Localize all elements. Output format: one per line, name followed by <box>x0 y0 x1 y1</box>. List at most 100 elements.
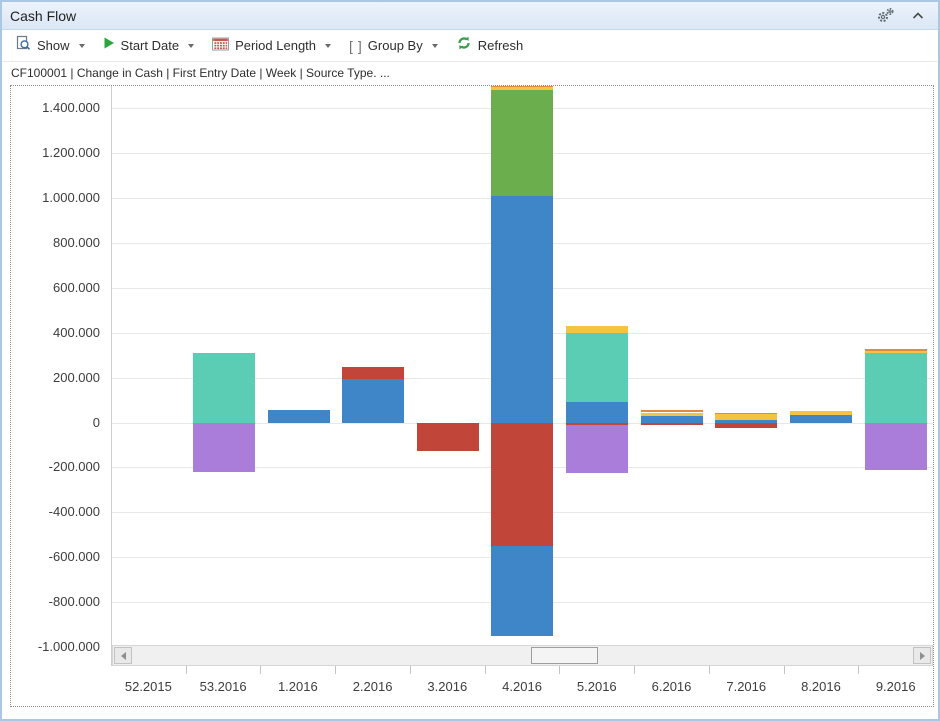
y-tick-label: 0 <box>92 414 100 430</box>
y-tick-label: -800.000 <box>48 594 100 610</box>
bar-segment-orange[interactable] <box>715 412 778 414</box>
bar-group-52.2015 <box>112 86 187 666</box>
bar-segment-yellow[interactable] <box>566 326 629 333</box>
bar-segment-teal[interactable] <box>864 353 927 423</box>
scroll-left-button[interactable] <box>114 647 132 664</box>
group-by-button[interactable]: [] Group By <box>340 35 447 57</box>
chart-plot-region: 1.400.000 1.200.000 1.000.000 800.000 600.00… <box>11 86 933 666</box>
chevron-down-icon <box>78 43 85 48</box>
bar-segment-blue[interactable] <box>267 410 330 423</box>
bar-segment-red[interactable] <box>416 422 479 451</box>
bar-group-8.2016 <box>784 86 859 666</box>
bar-group-4.2016 <box>485 86 560 666</box>
brackets-icon: [] <box>349 37 362 54</box>
y-tick-label: -200.000 <box>48 459 100 475</box>
bar-segment-blue[interactable] <box>640 415 703 423</box>
y-tick-label: 600.000 <box>53 279 100 295</box>
page-title: Cash Flow <box>10 7 77 24</box>
show-label: Show <box>37 38 70 53</box>
x-category-label: 6.2016 <box>634 666 709 706</box>
y-tick-label: 1.000.000 <box>42 190 100 206</box>
bar-group-53.2016 <box>187 86 262 666</box>
x-category-label: 5.2016 <box>559 666 634 706</box>
bar-segment-purple[interactable] <box>566 424 629 474</box>
part-title-bar: Cash Flow <box>2 2 938 30</box>
bar-segment-teal[interactable] <box>192 353 255 423</box>
arrow-left-icon <box>120 651 126 660</box>
plot-area <box>111 86 933 666</box>
bar-group-5.2016 <box>560 86 635 666</box>
y-tick-label: 1.200.000 <box>42 145 100 161</box>
chevron-down-icon <box>325 43 332 48</box>
show-button[interactable]: Show <box>6 32 94 59</box>
show-magnifier-icon <box>15 35 31 56</box>
bar-segment-red[interactable] <box>640 422 703 425</box>
x-axis-labels: 52.2015 53.2016 1.2016 2.2016 3.2016 4.2016 5.… <box>111 666 933 706</box>
bar-segment-purple[interactable] <box>192 422 255 472</box>
start-date-button[interactable]: Start Date <box>94 33 204 58</box>
bar-segment-green[interactable] <box>491 90 554 196</box>
bar-group-3.2016 <box>411 86 486 666</box>
bar-group-7.2016 <box>709 86 784 666</box>
bar-segment-purple[interactable] <box>864 422 927 470</box>
y-tick-label: -400.000 <box>48 504 100 520</box>
filter-text: CF100001 | Change in Cash | First Entry … <box>11 66 390 80</box>
scroll-right-button[interactable] <box>913 647 931 664</box>
scrollbar-thumb[interactable] <box>530 647 598 664</box>
x-category-label: 7.2016 <box>708 666 784 706</box>
period-length-button[interactable]: Period Length <box>203 33 340 59</box>
play-icon <box>103 36 115 55</box>
y-axis-labels: 1.400.000 1.200.000 1.000.000 800.000 600.00… <box>11 86 111 666</box>
bar-segment-yellow[interactable] <box>790 411 853 415</box>
bar-segment-yellow[interactable] <box>640 412 703 416</box>
bar-segment-yellow[interactable] <box>491 87 554 91</box>
bar-segment-blue[interactable] <box>566 402 629 423</box>
filter-status-bar: CF100001 | Change in Cash | First Entry … <box>2 62 938 84</box>
x-category-label: 1.2016 <box>260 666 335 706</box>
bar-group-9.2016 <box>858 86 933 666</box>
x-category-label: 52.2015 <box>124 679 172 694</box>
cash-flow-chart: 1.400.000 1.200.000 1.000.000 800.000 600.00… <box>10 85 934 707</box>
calendar-icon <box>212 36 230 56</box>
y-tick-label: 400.000 <box>53 324 100 340</box>
y-tick-label: 800.000 <box>53 235 100 251</box>
chevron-down-icon <box>188 43 195 48</box>
x-category-label: 8.2016 <box>783 666 859 706</box>
y-tick-label: -600.000 <box>48 549 100 565</box>
bar-segment-red[interactable] <box>491 422 554 546</box>
bar-segment-blue[interactable] <box>342 378 405 423</box>
group-by-label: Group By <box>367 38 423 53</box>
bar-group-1.2016 <box>261 86 336 666</box>
bar-segment-orange[interactable] <box>491 86 554 88</box>
bar-segment-blue[interactable] <box>790 414 853 423</box>
bar-group-6.2016 <box>634 86 709 666</box>
x-category-label: 9.2016 <box>858 666 933 706</box>
refresh-label: Refresh <box>477 38 524 53</box>
bar-segment-orange[interactable] <box>640 410 703 413</box>
bar-segment-red[interactable] <box>715 422 778 429</box>
bar-segment-red[interactable] <box>342 366 405 379</box>
bar-segment-blue[interactable] <box>715 419 778 423</box>
bar-segment-blue[interactable] <box>491 195 554 423</box>
bar-segment-yellow[interactable] <box>864 350 927 354</box>
refresh-button[interactable]: Refresh <box>447 32 533 59</box>
refresh-icon <box>456 35 472 56</box>
horizontal-scrollbar[interactable] <box>112 645 933 666</box>
chart-toolbar: Show Start Date <box>2 30 938 62</box>
start-date-label: Start Date <box>120 38 180 53</box>
period-length-label: Period Length <box>235 38 317 53</box>
y-tick-label: -1.000.000 <box>37 639 100 654</box>
y-tick-label: 200.000 <box>53 369 100 385</box>
bar-segment-orange[interactable] <box>864 348 927 351</box>
bar-segment-teal[interactable] <box>566 332 629 403</box>
bar-segment-blue[interactable] <box>491 546 554 636</box>
x-category-label: 4.2016 <box>484 666 560 706</box>
bar-segment-red[interactable] <box>566 422 629 425</box>
y-tick-label: 1.400.000 <box>42 100 100 116</box>
x-category-label: 3.2016 <box>409 666 485 706</box>
bar-group-2.2016 <box>336 86 411 666</box>
actions-gear-icon[interactable] <box>875 7 896 24</box>
collapse-chevron-up-icon[interactable] <box>912 11 924 20</box>
bar-segment-yellow[interactable] <box>715 413 778 420</box>
